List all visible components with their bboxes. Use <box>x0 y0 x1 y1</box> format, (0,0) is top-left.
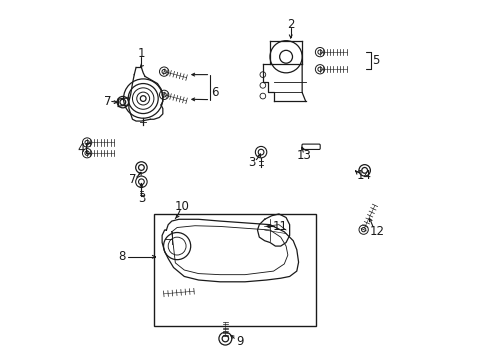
Text: 1: 1 <box>138 47 145 60</box>
FancyBboxPatch shape <box>302 144 320 149</box>
Bar <box>154 214 317 327</box>
Text: 10: 10 <box>175 200 190 213</box>
Text: 3: 3 <box>138 192 145 205</box>
Text: 13: 13 <box>296 149 311 162</box>
Text: 2: 2 <box>287 18 294 31</box>
Text: 11: 11 <box>272 220 288 233</box>
Text: 8: 8 <box>118 250 125 263</box>
Text: 9: 9 <box>236 335 244 348</box>
Text: 3: 3 <box>248 156 256 169</box>
Text: 12: 12 <box>369 225 385 238</box>
Text: 4: 4 <box>77 142 85 155</box>
Text: 5: 5 <box>372 54 379 67</box>
Text: 14: 14 <box>357 169 372 182</box>
Text: 7: 7 <box>104 95 111 108</box>
Text: 7: 7 <box>129 173 136 186</box>
Text: 6: 6 <box>211 86 219 99</box>
